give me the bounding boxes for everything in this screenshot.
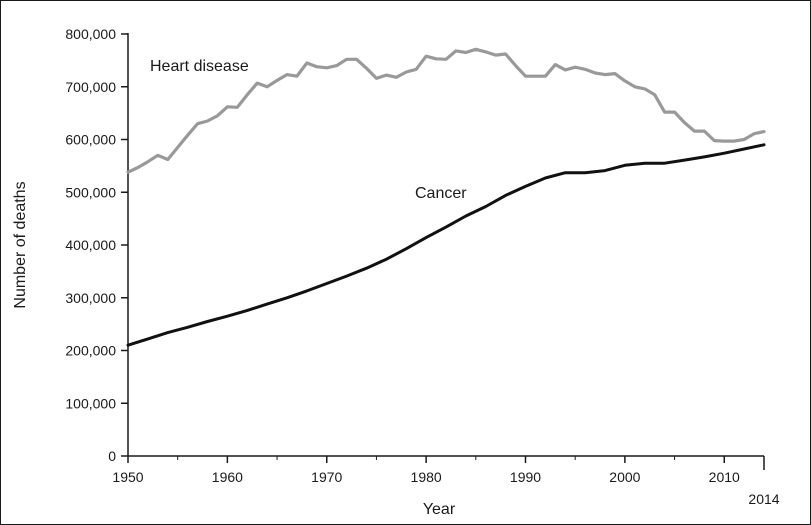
x-tick-label: 1960: [212, 469, 243, 485]
y-tick-label: 500,000: [65, 184, 116, 200]
y-tick-label: 200,000: [65, 343, 116, 359]
series-label-cancer: Cancer: [415, 185, 467, 202]
series-label-heart-disease: Heart disease: [150, 58, 249, 75]
series-line-heart-disease: [126, 47, 766, 174]
x-tick-label: 2010: [709, 469, 740, 485]
y-tick-label: 600,000: [65, 132, 116, 148]
series-line-cancer: [126, 143, 766, 347]
x-tick-label: 1990: [510, 469, 541, 485]
y-tick-label: 300,000: [65, 290, 116, 306]
y-tick-label: 100,000: [65, 395, 116, 411]
x-axis-title: Year: [423, 501, 456, 518]
y-tick-label: 700,000: [65, 79, 116, 95]
x-tick-label: 1980: [411, 469, 442, 485]
x-tick-label: 2014: [748, 491, 779, 507]
y-tick-label: 800,000: [65, 26, 116, 42]
x-tick-label: 1970: [311, 469, 342, 485]
series-lines: [126, 47, 766, 347]
axes: 0 100,000 200,000 300,000 400,000 500,000 600,…: [65, 26, 779, 507]
y-tick-label: 400,000: [65, 237, 116, 253]
x-tick-label: 2000: [609, 469, 640, 485]
x-tick-label: 1950: [112, 469, 143, 485]
y-tick-label: 0: [108, 448, 116, 464]
y-axis-title: Number of deaths: [12, 181, 29, 308]
